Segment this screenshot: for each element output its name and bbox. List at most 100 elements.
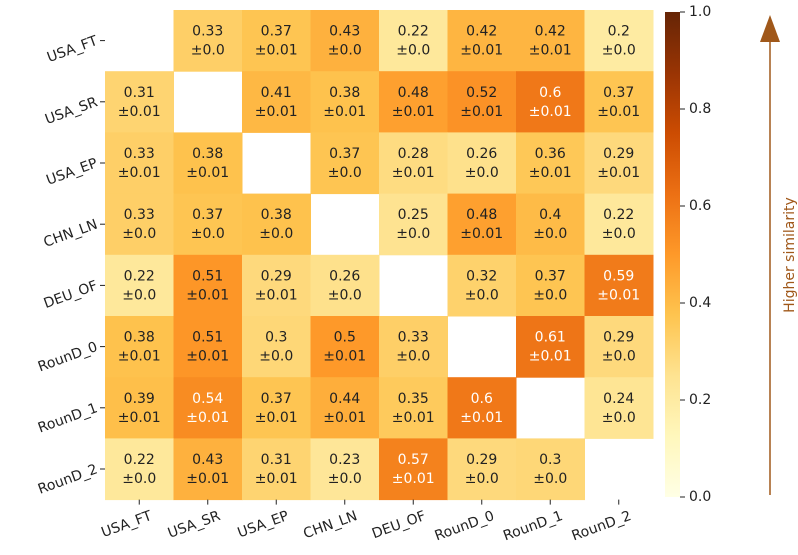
cell-error: ±0.0 xyxy=(465,287,499,303)
cell-value: 0.48 xyxy=(398,85,429,101)
cell-value: 0.26 xyxy=(466,146,497,162)
cell-error: ±0.01 xyxy=(597,165,640,181)
cell-value: 0.37 xyxy=(192,207,223,223)
heatmap-cell xyxy=(105,254,174,317)
heatmap-cell xyxy=(105,438,174,501)
heatmap-cell xyxy=(584,254,654,317)
y-tick-label: DEU_OF xyxy=(42,278,100,312)
cell-error: ±0.01 xyxy=(186,165,229,181)
cell-error: ±0.01 xyxy=(529,43,572,59)
colorbar-label: Higher similarity xyxy=(782,197,798,313)
colorbar-tick-label: 0.0 xyxy=(689,489,711,505)
cell-error: ±0.0 xyxy=(328,471,362,487)
cell-value: 0.33 xyxy=(192,24,223,40)
cell-value: 0.37 xyxy=(329,146,360,162)
x-tick-label: RounD_1 xyxy=(501,508,565,544)
colorbar-tick-label: 0.4 xyxy=(689,295,711,311)
cell-value: 0.33 xyxy=(398,330,429,346)
cell-value: 0.33 xyxy=(124,146,155,162)
heatmap-cell xyxy=(379,377,448,439)
y-tick-label: RounD_2 xyxy=(36,461,100,497)
cell-value: 0.59 xyxy=(603,268,634,284)
heatmap-cell xyxy=(516,71,585,133)
x-tick-label: RounD_0 xyxy=(433,508,497,544)
cell-error: ±0.01 xyxy=(255,104,298,120)
heatmap-cell xyxy=(242,254,311,317)
y-tick-label: USA_SR xyxy=(43,94,100,128)
cell-error: ±0.01 xyxy=(323,410,366,426)
cell-value: 0.41 xyxy=(261,85,292,101)
heatmap-cell xyxy=(310,10,380,72)
cell-error: ±0.0 xyxy=(122,287,156,303)
cell-error: ±0.0 xyxy=(533,287,567,303)
cell-value: 0.31 xyxy=(124,85,155,101)
cell-error: ±0.01 xyxy=(323,104,366,120)
heatmap-cell xyxy=(379,316,448,378)
heatmap-cell xyxy=(584,193,654,256)
heatmap-cell xyxy=(310,377,380,439)
cell-value: 0.6 xyxy=(471,391,493,407)
heatmap-cell xyxy=(584,377,654,439)
heatmap-cell xyxy=(447,377,517,439)
cell-error: ±0.01 xyxy=(255,410,298,426)
heatmap-cell xyxy=(310,132,380,195)
colorbar-tick-label: 0.2 xyxy=(689,392,711,408)
cell-error: ±0.01 xyxy=(597,104,640,120)
heatmap-cell xyxy=(242,10,311,72)
cell-value: 0.3 xyxy=(539,452,561,468)
cell-error: ±0.0 xyxy=(191,226,225,242)
cell-value: 0.22 xyxy=(398,24,429,40)
cell-value: 0.61 xyxy=(535,330,566,346)
cell-value: 0.31 xyxy=(261,452,292,468)
x-tick-label: DEU_OF xyxy=(370,508,428,542)
cell-value: 0.38 xyxy=(329,85,360,101)
cell-value: 0.26 xyxy=(329,268,360,284)
colorbar-tick-label: 0.8 xyxy=(689,101,711,117)
cell-error: ±0.01 xyxy=(186,287,229,303)
heatmap-cell xyxy=(516,438,585,501)
heatmap-cell xyxy=(447,71,517,133)
cell-error: ±0.0 xyxy=(191,43,225,59)
heatmap-cell xyxy=(242,193,311,256)
cell-error: ±0.0 xyxy=(396,349,430,365)
heatmap-cell xyxy=(173,193,243,256)
cell-error: ±0.0 xyxy=(328,165,362,181)
cell-value: 0.29 xyxy=(261,268,292,284)
arrow-head xyxy=(760,15,780,42)
cell-value: 0.36 xyxy=(535,146,566,162)
x-tick-label: USA_FT xyxy=(99,508,154,541)
cell-value: 0.38 xyxy=(261,207,292,223)
heatmap-cell xyxy=(584,316,654,378)
heatmap-cell xyxy=(173,377,243,439)
cell-value: 0.43 xyxy=(192,452,223,468)
heatmap-cell xyxy=(105,193,174,256)
heatmap-cell xyxy=(516,316,585,378)
y-tick-label: RounD_1 xyxy=(36,400,100,436)
cell-value: 0.28 xyxy=(398,146,429,162)
cell-error: ±0.01 xyxy=(255,43,298,59)
cell-error: ±0.0 xyxy=(602,226,636,242)
heatmap-cell xyxy=(447,254,517,317)
cell-error: ±0.01 xyxy=(529,349,572,365)
cell-value: 0.24 xyxy=(603,391,634,407)
x-tick-label: CHN_LN xyxy=(301,508,359,542)
heatmap-cell xyxy=(584,132,654,195)
cell-error: ±0.01 xyxy=(392,104,435,120)
cell-error: ±0.01 xyxy=(323,349,366,365)
cell-error: ±0.0 xyxy=(122,226,156,242)
heatmap-cell xyxy=(105,71,174,133)
heatmap-cell xyxy=(173,10,243,72)
heatmap-cell xyxy=(173,316,243,378)
cell-error: ±0.0 xyxy=(259,349,293,365)
cell-error: ±0.01 xyxy=(255,471,298,487)
heatmap-cell xyxy=(105,377,174,439)
cell-value: 0.22 xyxy=(124,452,155,468)
cell-value: 0.42 xyxy=(466,24,497,40)
heatmap-cell xyxy=(447,193,517,256)
heatmap-cell xyxy=(516,254,585,317)
cell-value: 0.39 xyxy=(124,391,155,407)
cell-error: ±0.0 xyxy=(465,165,499,181)
cell-error: ±0.01 xyxy=(186,410,229,426)
heatmap-cell xyxy=(242,71,311,133)
